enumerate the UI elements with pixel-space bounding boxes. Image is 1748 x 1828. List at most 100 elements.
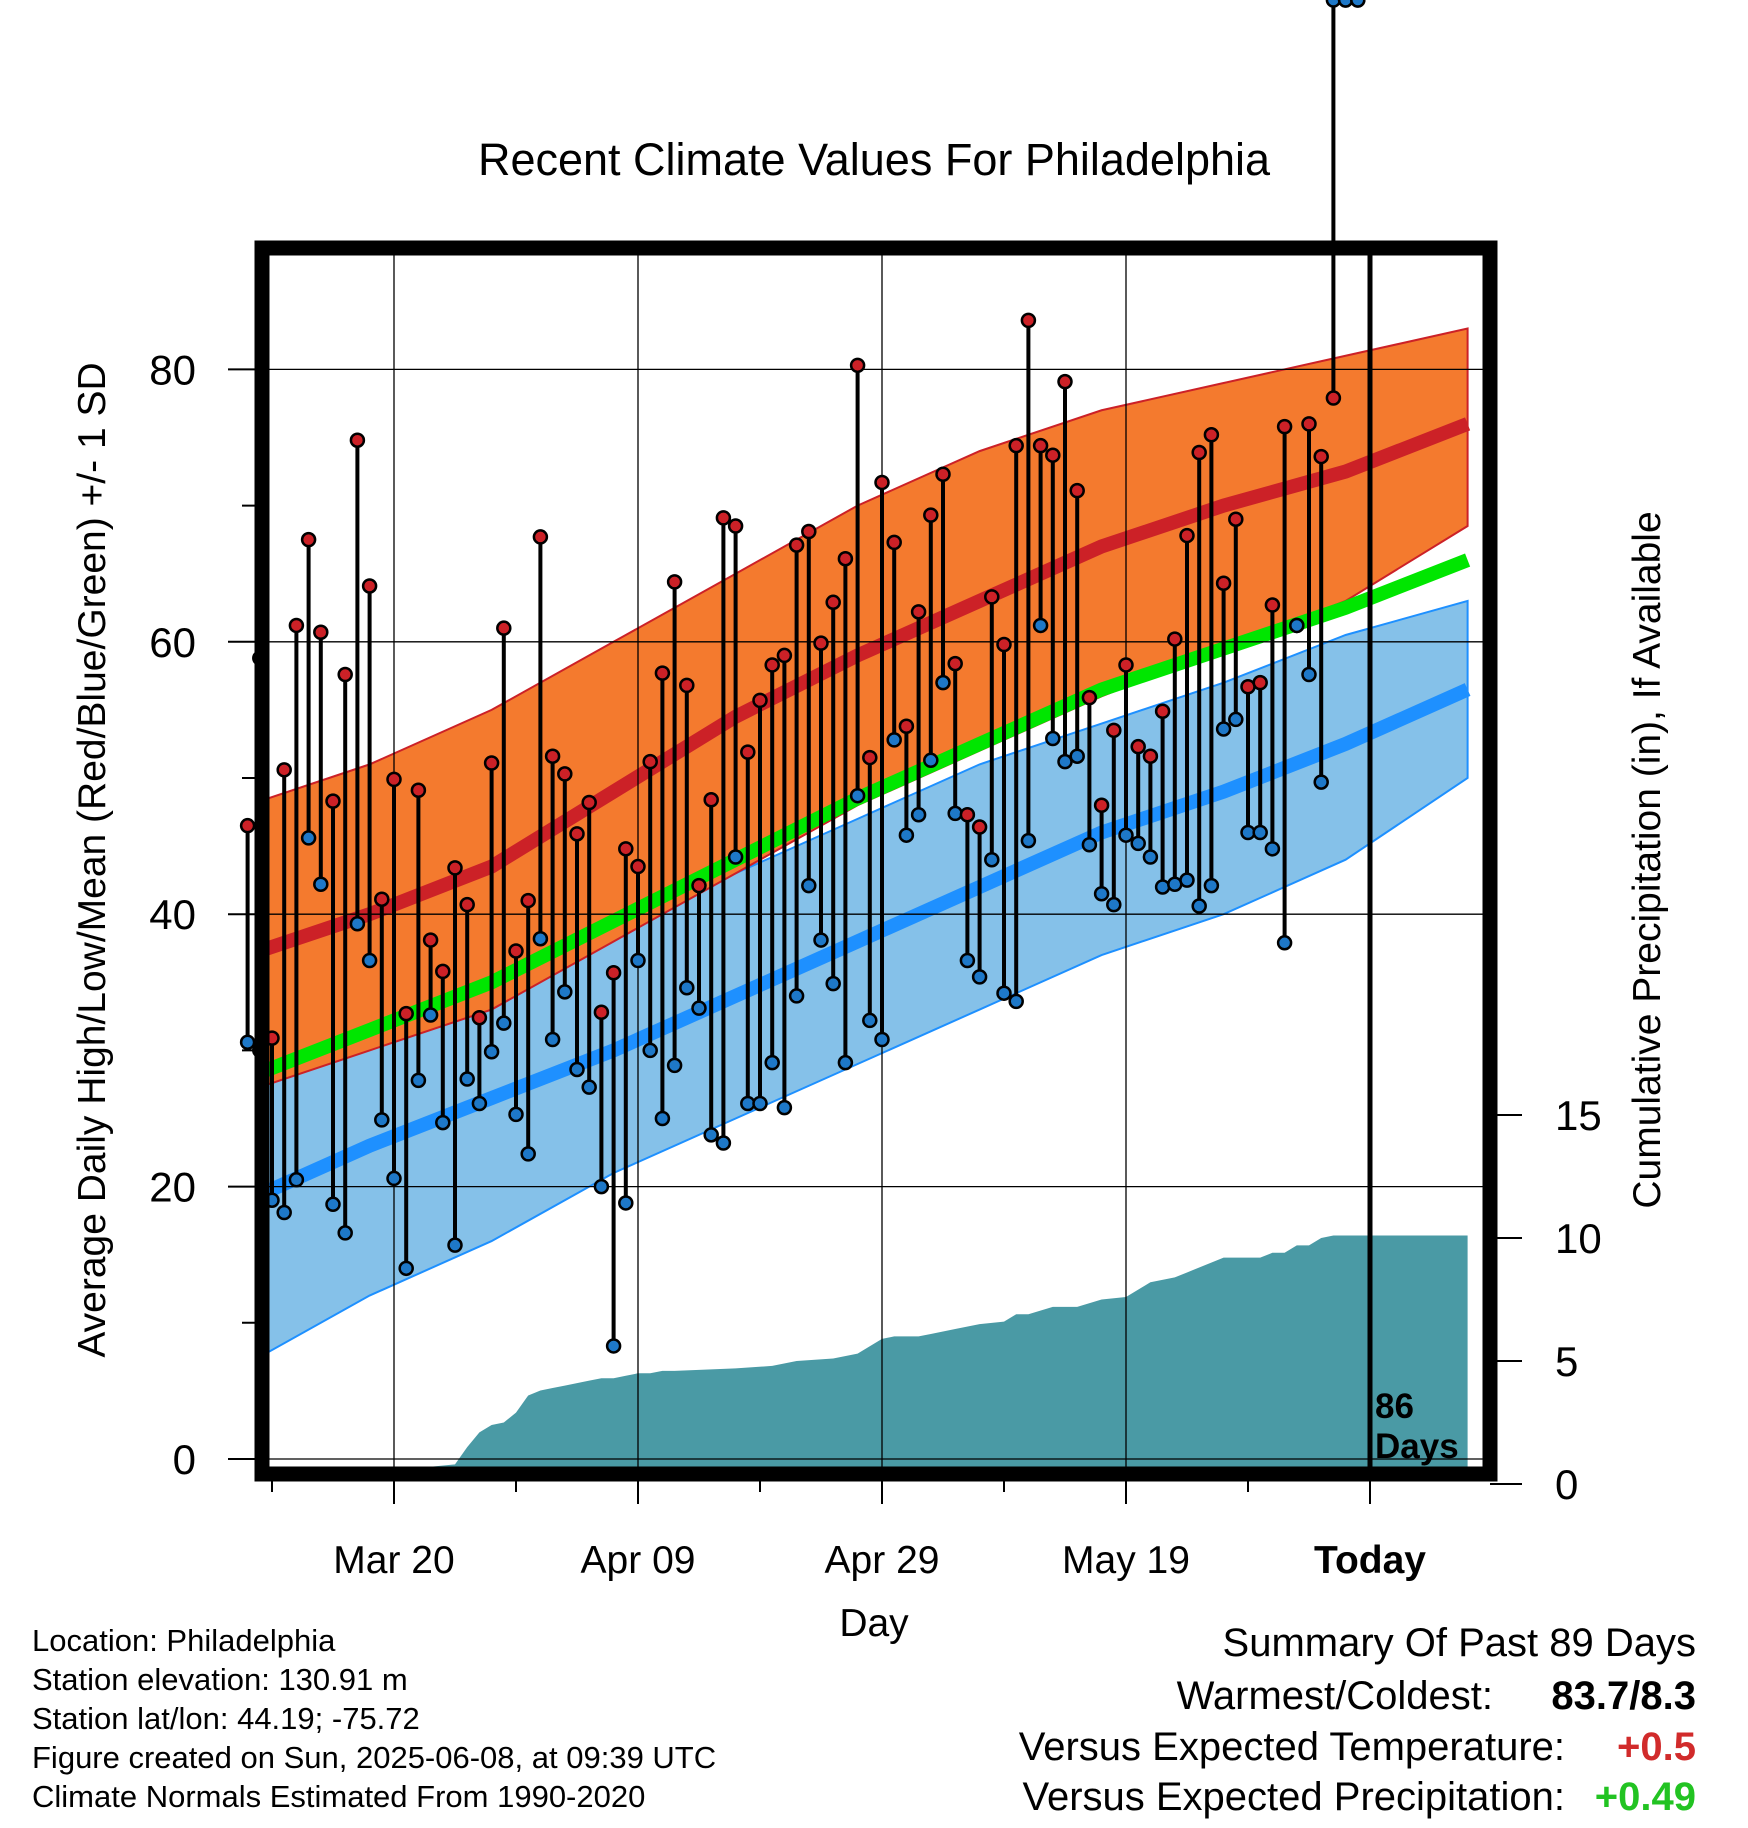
daily-low-point	[605, 1338, 622, 1354]
station-info: Location: Philadelphia Station elevation…	[32, 1623, 716, 1814]
daily-high-point	[825, 594, 841, 611]
daily-low-point	[496, 1015, 512, 1031]
y-tick-label: 60	[149, 619, 196, 666]
daily-high-point	[557, 766, 573, 782]
daily-high-point	[520, 892, 536, 909]
daily-high-point	[569, 826, 585, 842]
daily-high-point	[862, 749, 878, 766]
daily-high-point	[459, 896, 475, 913]
daily-high-point	[910, 604, 927, 620]
daily-low-point	[483, 1044, 500, 1060]
daily-high-point	[1154, 703, 1171, 720]
x-tick-label: Today	[1314, 1539, 1426, 1582]
daily-low-point	[959, 952, 976, 969]
normals-text: Climate Normals Estimated From 1990-2020	[32, 1779, 645, 1814]
x-axis: Mar 20 Apr 09 Apr 29 May 19 Today	[271, 1474, 1426, 1582]
daily-low-point	[849, 787, 866, 804]
daily-low-point	[1264, 841, 1281, 857]
daily-high-point	[1179, 527, 1195, 544]
daily-high-point	[1057, 373, 1073, 390]
daily-low-point	[422, 1007, 439, 1023]
daily-low-point	[642, 1042, 658, 1059]
daily-high-point	[727, 518, 744, 534]
daily-high-point	[532, 529, 549, 545]
daily-low-point	[984, 851, 1000, 868]
daily-low-point	[935, 674, 951, 691]
daily-high-point	[740, 744, 756, 760]
warmest-value: 83.7/8.3	[1551, 1674, 1696, 1718]
x-tick-label: Mar 20	[333, 1539, 454, 1582]
daily-high-point	[605, 965, 622, 981]
daily-low-point	[666, 1057, 683, 1074]
daily-low-point	[386, 1170, 402, 1187]
daily-high-point	[752, 692, 768, 709]
daily-low-point	[947, 805, 963, 822]
daily-high-point	[410, 782, 427, 799]
y2-tick-label: 0	[1555, 1461, 1578, 1508]
daily-high-point	[1142, 748, 1159, 764]
daily-high-point	[1008, 437, 1024, 454]
daily-high-point	[361, 578, 378, 594]
daily-high-point	[703, 792, 719, 808]
daily-high-point	[1313, 448, 1329, 465]
daily-high-point	[618, 841, 634, 857]
daily-low-point	[1008, 993, 1024, 1010]
daily-high-point	[996, 636, 1012, 653]
daily-low-point	[581, 1079, 597, 1095]
daily-high-point	[788, 537, 805, 553]
daily-low-point	[520, 1146, 536, 1162]
y-tick-label: 0	[173, 1436, 196, 1483]
daily-low-point	[886, 732, 902, 748]
daily-low-point	[544, 1031, 561, 1048]
daily-high-point	[1167, 631, 1183, 647]
daily-low-point	[508, 1106, 524, 1123]
daily-high-point	[776, 647, 793, 664]
daily-low-point	[288, 1172, 305, 1188]
daily-high-point	[398, 1005, 414, 1022]
daily-high-point	[1203, 427, 1220, 443]
daily-high-point	[374, 891, 390, 907]
daily-high-point	[813, 635, 829, 651]
daily-low-point	[654, 1110, 671, 1127]
daily-low-point	[459, 1071, 475, 1087]
daily-low-point	[1093, 886, 1110, 902]
daily-low-point	[715, 1135, 732, 1151]
daily-high-point	[386, 771, 402, 788]
precipitation-area	[371, 1235, 1468, 1474]
daily-low-point	[447, 1237, 463, 1253]
daily-low-point	[557, 984, 573, 1000]
daily-high-point	[886, 534, 902, 551]
daily-high-point	[715, 510, 732, 526]
daily-high-point	[898, 718, 915, 734]
latlon-text: Station lat/lon: 44.19; -75.72	[32, 1701, 420, 1736]
daily-high-point	[349, 432, 366, 448]
daily-low-point	[1106, 896, 1122, 913]
x-axis-label: Day	[839, 1602, 909, 1645]
daily-low-point	[1252, 824, 1268, 841]
daily-low-point	[337, 1225, 353, 1241]
daily-low-point	[801, 877, 817, 894]
daily-high-point	[471, 1009, 488, 1026]
daily-high-point	[581, 794, 597, 811]
daily-low-point	[1276, 935, 1293, 951]
daily-low-point	[971, 969, 988, 985]
daily-high-point	[1020, 312, 1037, 329]
y-axis-right: 0 5 10 15	[1490, 1092, 1602, 1508]
y-axis-label: Average Daily High/Low/Mean (Red/Blue/Gr…	[71, 362, 114, 1357]
daily-low-point	[630, 952, 646, 969]
daily-high-point	[1301, 416, 1317, 432]
today-days-label: Days	[1375, 1427, 1459, 1466]
chart-title: Recent Climate Values For Philadelphia	[478, 134, 1271, 185]
daily-low-point	[874, 1031, 890, 1048]
daily-high-point	[1191, 444, 1207, 461]
daily-high-point	[483, 755, 500, 771]
daily-low-point	[532, 930, 549, 947]
daily-low-point	[1313, 774, 1329, 790]
daily-low-point	[788, 988, 805, 1004]
daily-high-point	[1032, 437, 1049, 454]
daily-high-point	[1264, 597, 1281, 613]
daily-low-point	[813, 932, 829, 948]
daily-high-point	[801, 523, 817, 540]
daily-high-point	[691, 877, 707, 894]
daily-high-point	[1252, 674, 1268, 691]
